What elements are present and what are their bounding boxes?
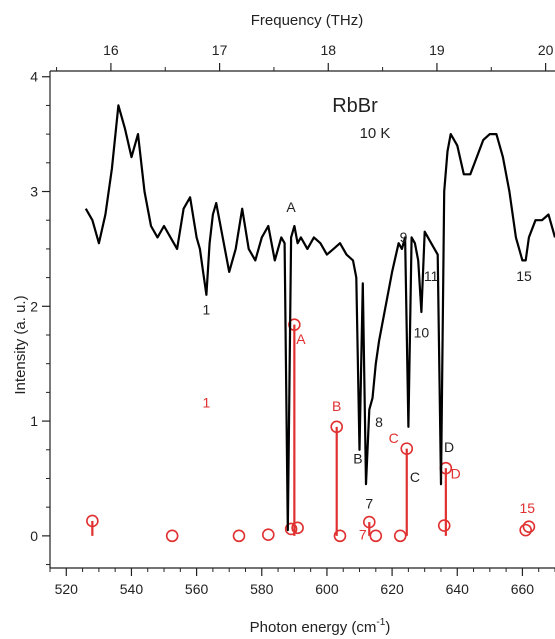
x-tick-label: 580 <box>250 581 274 597</box>
calc-mode-point <box>333 529 347 543</box>
calc-mode-point <box>400 442 414 455</box>
calc-mode-point <box>232 529 246 543</box>
mode-label: A <box>296 331 306 347</box>
calc-mode-point <box>393 529 407 543</box>
x-axis-label-suffix: ) <box>385 619 390 636</box>
calc-mode-point <box>369 529 383 543</box>
x-tick-label: 600 <box>315 581 339 597</box>
spectrum-line <box>84 104 555 532</box>
x-axis-label-main: Photon energy (cm <box>250 619 377 636</box>
y-tick-label: 3 <box>30 184 38 200</box>
top-tick-label: 18 <box>320 42 336 58</box>
y-tick-label: 0 <box>30 528 38 544</box>
calc-mode-point <box>519 523 532 537</box>
calc-mode-point <box>284 522 298 536</box>
mode-label: 15 <box>516 268 532 284</box>
mode-labels: A 1 B 7 8 9 C 10 11 D 15 1 A B C D 7 15 <box>202 199 535 542</box>
mode-label: D <box>451 465 461 481</box>
mode-label: 10 <box>414 324 430 340</box>
calc-mode-point <box>522 520 536 533</box>
mode-label: 15 <box>520 500 536 516</box>
mode-label: 7 <box>359 526 367 542</box>
x-tick-label: 520 <box>55 581 79 597</box>
mode-label: C <box>389 430 399 446</box>
mode-label: 8 <box>375 414 383 430</box>
calculated-modes <box>86 318 536 543</box>
calc-mode-point <box>330 420 344 434</box>
x-axis-label-superscript: -1 <box>376 617 385 628</box>
calc-mode-point <box>288 318 301 331</box>
x-axis-label: Photon energy (cm-1) <box>250 617 391 636</box>
mode-label: D <box>444 439 454 455</box>
y-tick-label: 1 <box>30 413 38 429</box>
mode-label: B <box>332 398 341 414</box>
top-tick-label: 17 <box>212 42 228 58</box>
calc-mode-point <box>291 521 304 535</box>
calc-mode-point <box>261 528 275 542</box>
chart-title: RbBr <box>332 95 378 117</box>
top-tick-label: 19 <box>429 42 445 58</box>
top-tick-label: 20 <box>538 42 554 58</box>
x-tick-label: 560 <box>185 581 209 597</box>
top-tick-label: 16 <box>103 42 119 58</box>
calc-mode-point <box>86 514 99 528</box>
mode-label: 7 <box>365 495 373 511</box>
x-tick-label: 660 <box>511 581 535 597</box>
mode-label: 11 <box>424 268 439 284</box>
mode-label: 1 <box>202 301 210 317</box>
calc-mode-point <box>362 515 376 529</box>
calc-mode-point <box>437 519 451 532</box>
y-axis-label: Intensity (a. u.) <box>12 295 29 394</box>
x-tick-label: 640 <box>446 581 470 597</box>
mode-label: C <box>410 469 420 485</box>
y-tick-label: 2 <box>30 298 38 314</box>
x-tick-label: 540 <box>120 581 144 597</box>
y-tick-label: 4 <box>30 69 38 85</box>
x-tick-label: 620 <box>380 581 404 597</box>
calc-mode-point <box>165 529 179 543</box>
mode-label: A <box>286 199 296 215</box>
mode-label: 9 <box>400 229 408 245</box>
mode-label: B <box>353 451 362 467</box>
chart-subtitle: 10 K <box>360 125 391 142</box>
mode-label: 1 <box>202 394 210 410</box>
top-axis-label: Frequency (THz) <box>251 12 364 29</box>
